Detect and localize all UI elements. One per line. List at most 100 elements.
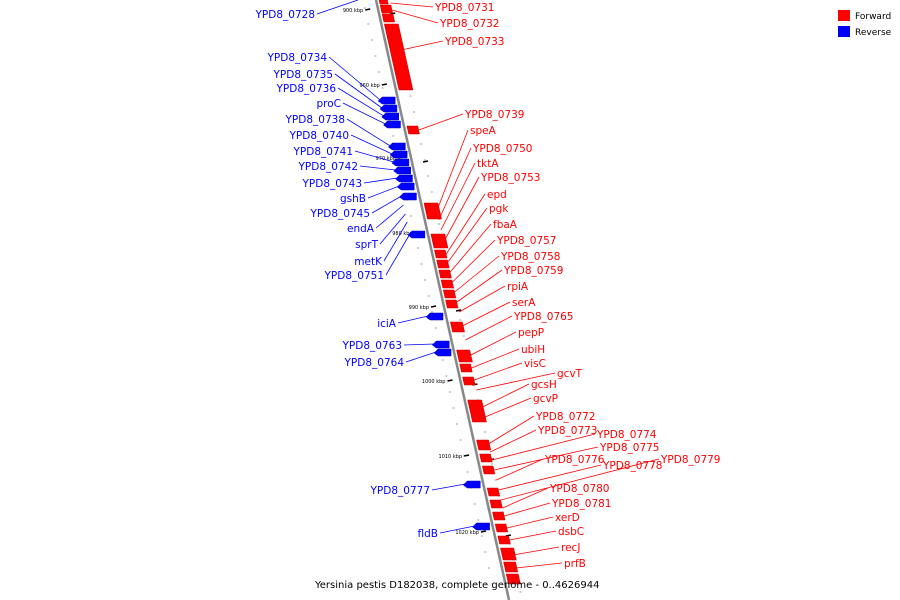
forward-gene-feature bbox=[486, 487, 501, 497]
forward-leader bbox=[491, 433, 596, 461]
forward-gene-label: YPD8_0753 bbox=[480, 172, 540, 184]
forward-leader bbox=[474, 362, 523, 381]
major-tick bbox=[480, 530, 487, 533]
reverse-leader bbox=[383, 221, 408, 262]
reverse-gene-label: fldB bbox=[418, 528, 438, 540]
major-tick bbox=[430, 305, 437, 308]
reverse-leader bbox=[342, 102, 386, 125]
forward-leader bbox=[494, 446, 599, 471]
forward-gene-feature bbox=[497, 535, 511, 545]
reverse-gene-label: YPD8_0735 bbox=[273, 69, 333, 81]
forward-leader bbox=[458, 285, 506, 313]
forward-leader bbox=[418, 113, 464, 131]
reverse-gene-label: YPD8_0751 bbox=[324, 270, 384, 282]
forward-gene-label: rpiA bbox=[507, 281, 529, 293]
forward-gene-feature bbox=[459, 363, 473, 373]
forward-leader bbox=[490, 429, 537, 453]
reverse-leader bbox=[328, 56, 381, 101]
reverse-gene-label: endA bbox=[347, 223, 375, 235]
gene-features bbox=[377, 0, 521, 585]
forward-gene-label: ubiH bbox=[521, 344, 545, 356]
legend-reverse-label: Reverse bbox=[855, 28, 892, 38]
major-tick bbox=[455, 309, 462, 312]
forward-gene-label: epd bbox=[487, 189, 507, 201]
forward-leader bbox=[436, 129, 469, 212]
forward-leader bbox=[504, 502, 551, 517]
forward-gene-label: speA bbox=[470, 125, 497, 137]
forward-leader bbox=[390, 2, 434, 8]
reverse-leader bbox=[316, 0, 359, 15]
forward-gene-feature bbox=[381, 13, 395, 23]
forward-leader bbox=[449, 223, 492, 273]
forward-leader bbox=[515, 562, 563, 569]
tick-label: 1000 kbp bbox=[422, 379, 446, 385]
forward-gene-label: YPD8_0776 bbox=[544, 454, 605, 466]
forward-gene-label: YPD8_0773 bbox=[537, 425, 597, 437]
reverse-gene-feature bbox=[387, 142, 406, 151]
reverse-gene-feature bbox=[472, 522, 490, 531]
forward-gene-feature bbox=[456, 349, 473, 363]
reverse-gene-label: YPD8_0777 bbox=[370, 485, 430, 497]
reverse-gene-label: YPD8_0745 bbox=[310, 208, 370, 220]
forward-gene-feature bbox=[481, 465, 496, 475]
forward-leader bbox=[438, 147, 472, 221]
forward-gene-feature bbox=[494, 523, 509, 533]
forward-gene-label: xerD bbox=[555, 512, 580, 524]
reverse-gene-label: YPD8_0764 bbox=[344, 357, 405, 369]
tick-label: 1020 kbp bbox=[455, 530, 479, 536]
reverse-leader bbox=[439, 525, 475, 534]
forward-leader bbox=[482, 397, 532, 419]
reverse-gene-label: YPD8_0728 bbox=[255, 9, 315, 21]
forward-gene-label: YPD8_0774 bbox=[596, 429, 657, 441]
label-leaders bbox=[316, 0, 660, 569]
reverse-leader bbox=[337, 87, 384, 117]
reverse-leader bbox=[397, 315, 429, 324]
forward-leader bbox=[480, 383, 530, 409]
forward-gene-feature bbox=[430, 233, 449, 249]
reverse-leader bbox=[379, 213, 406, 245]
reverse-leader bbox=[354, 150, 395, 163]
reverse-gene-label: YPD8_0734 bbox=[267, 52, 328, 64]
forward-gene-label: YPD8_0732 bbox=[439, 18, 499, 30]
forward-gene-label: visC bbox=[524, 358, 546, 370]
forward-gene-label: pgk bbox=[489, 203, 509, 215]
forward-leader bbox=[465, 315, 513, 341]
forward-leader bbox=[462, 301, 511, 327]
reverse-gene-label: sprT bbox=[355, 239, 378, 251]
tick-label: 980 kbp bbox=[392, 231, 412, 237]
tick-label: 1010 kbp bbox=[439, 454, 463, 460]
legend: Forward Reverse bbox=[838, 10, 892, 38]
forward-gene-label: pepP bbox=[518, 327, 544, 339]
forward-gene-feature bbox=[384, 23, 414, 91]
forward-leader bbox=[502, 487, 549, 509]
forward-gene-feature bbox=[462, 376, 476, 386]
forward-gene-label: YPD8_0775 bbox=[599, 442, 659, 454]
forward-leader bbox=[445, 193, 486, 255]
reverse-gene-feature bbox=[399, 192, 417, 201]
legend-forward-label: Forward bbox=[855, 12, 891, 22]
reverse-leader bbox=[403, 343, 435, 346]
forward-gene-label: YPD8_0758 bbox=[500, 251, 560, 263]
forward-gene-label: YPD8_0765 bbox=[513, 311, 573, 323]
reverse-leader bbox=[405, 351, 437, 363]
major-tick bbox=[381, 83, 387, 86]
forward-leader bbox=[512, 546, 560, 556]
legend-reverse-swatch bbox=[838, 26, 850, 37]
reverse-gene-feature bbox=[462, 480, 481, 489]
forward-leader bbox=[498, 464, 602, 491]
reverse-gene-label: proC bbox=[316, 98, 341, 110]
forward-leader bbox=[456, 269, 503, 303]
gene-labels: YPD8_0731 YPD8_0732 YPD8_0733 YPD8_0739 speA… bbox=[255, 2, 721, 570]
forward-gene-feature bbox=[442, 289, 457, 299]
forward-gene-label: YPD8_0750 bbox=[472, 143, 532, 155]
reverse-gene-label: metK bbox=[354, 256, 383, 268]
reverse-gene-feature bbox=[389, 150, 408, 159]
major-tick bbox=[463, 454, 470, 457]
tick-label: 970 kbp bbox=[376, 156, 396, 162]
reverse-gene-feature bbox=[377, 96, 396, 105]
reverse-leader bbox=[371, 195, 402, 214]
genome-backbone bbox=[374, 0, 511, 600]
reverse-gene-feature bbox=[425, 312, 444, 321]
forward-leader bbox=[454, 255, 500, 293]
